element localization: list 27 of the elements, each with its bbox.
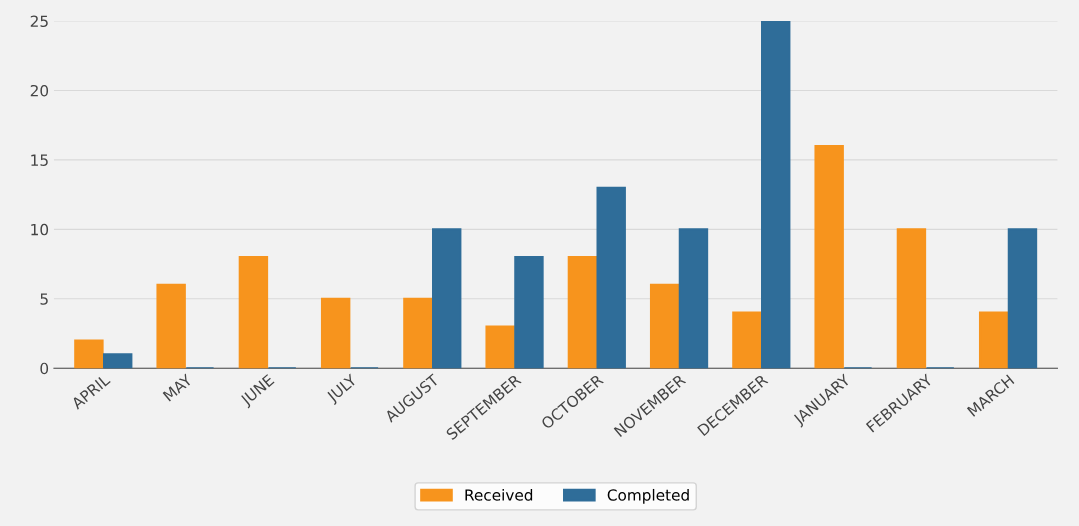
y-tick-label: 5 — [40, 293, 48, 305]
bar — [596, 186, 626, 369]
bar — [732, 311, 762, 369]
bar — [978, 311, 1009, 369]
y-tick-label: 20 — [30, 84, 49, 97]
bar — [567, 256, 598, 369]
bar — [320, 297, 351, 369]
bar — [514, 256, 544, 369]
bar — [431, 228, 462, 369]
y-tick-label: 25 — [30, 15, 48, 28]
bar — [102, 353, 133, 369]
bar — [238, 256, 269, 369]
bar — [403, 297, 433, 369]
bar — [485, 325, 515, 369]
bar — [1007, 228, 1038, 369]
bar — [760, 21, 791, 369]
y-tick-label: 0 — [40, 362, 49, 375]
legend-label: Completed — [607, 488, 689, 504]
bar — [156, 283, 186, 369]
y-tick-label: 15 — [31, 154, 48, 166]
bar — [74, 339, 104, 369]
bar — [896, 228, 927, 369]
bar — [649, 283, 680, 369]
bar — [678, 228, 709, 369]
y-tick-label: 10 — [31, 223, 49, 236]
legend-label: Received — [465, 488, 533, 501]
bar — [814, 144, 844, 369]
